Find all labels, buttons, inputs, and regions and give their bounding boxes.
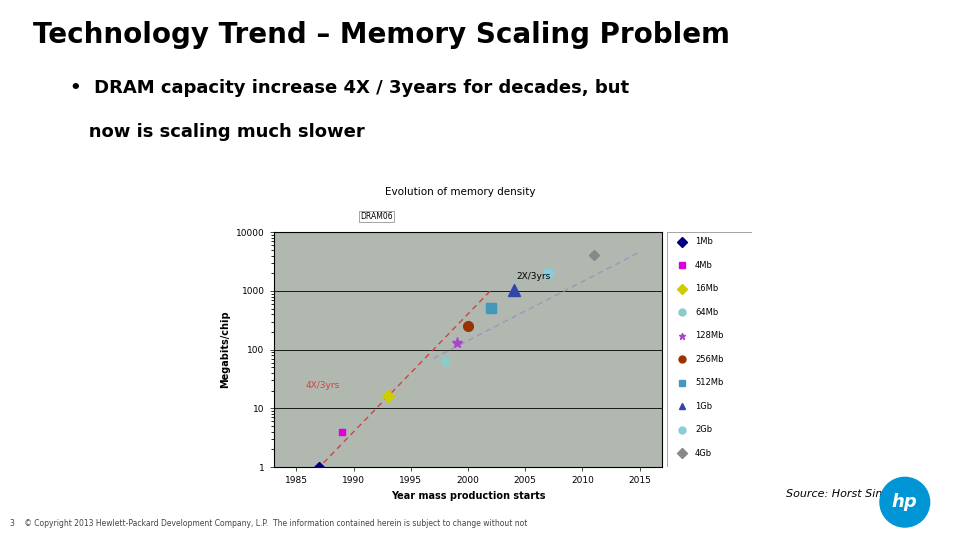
- Text: 128Mb: 128Mb: [695, 331, 724, 340]
- Text: 256Mb: 256Mb: [695, 355, 724, 363]
- Text: 4X/3yrs: 4X/3yrs: [305, 381, 340, 390]
- Text: 1Gb: 1Gb: [695, 402, 712, 410]
- Text: now is scaling much slower: now is scaling much slower: [70, 123, 365, 141]
- Text: 4Mb: 4Mb: [695, 261, 713, 269]
- Text: 512Mb: 512Mb: [695, 378, 724, 387]
- Text: 64Mb: 64Mb: [695, 308, 718, 316]
- Text: DRAM06: DRAM06: [360, 212, 393, 221]
- X-axis label: Year mass production starts: Year mass production starts: [391, 491, 545, 501]
- Text: 2X/3yrs: 2X/3yrs: [516, 272, 550, 281]
- Text: Source: Horst Simon: Source: Horst Simon: [785, 489, 900, 499]
- Text: hp: hp: [892, 493, 918, 511]
- Text: Evolution of memory density: Evolution of memory density: [385, 187, 536, 198]
- Y-axis label: Megabits/chip: Megabits/chip: [220, 311, 230, 388]
- Text: 2Gb: 2Gb: [695, 425, 712, 434]
- Text: 4Gb: 4Gb: [695, 449, 712, 457]
- Text: 1Mb: 1Mb: [695, 237, 713, 246]
- Text: 16Mb: 16Mb: [695, 284, 718, 293]
- Circle shape: [880, 477, 929, 527]
- Text: 3    © Copyright 2013 Hewlett-Packard Development Company, L.P.  The information: 3 © Copyright 2013 Hewlett-Packard Devel…: [10, 519, 527, 528]
- Text: •  DRAM capacity increase 4X / 3years for decades, but: • DRAM capacity increase 4X / 3years for…: [70, 79, 629, 97]
- Text: Technology Trend – Memory Scaling Problem: Technology Trend – Memory Scaling Proble…: [33, 21, 730, 49]
